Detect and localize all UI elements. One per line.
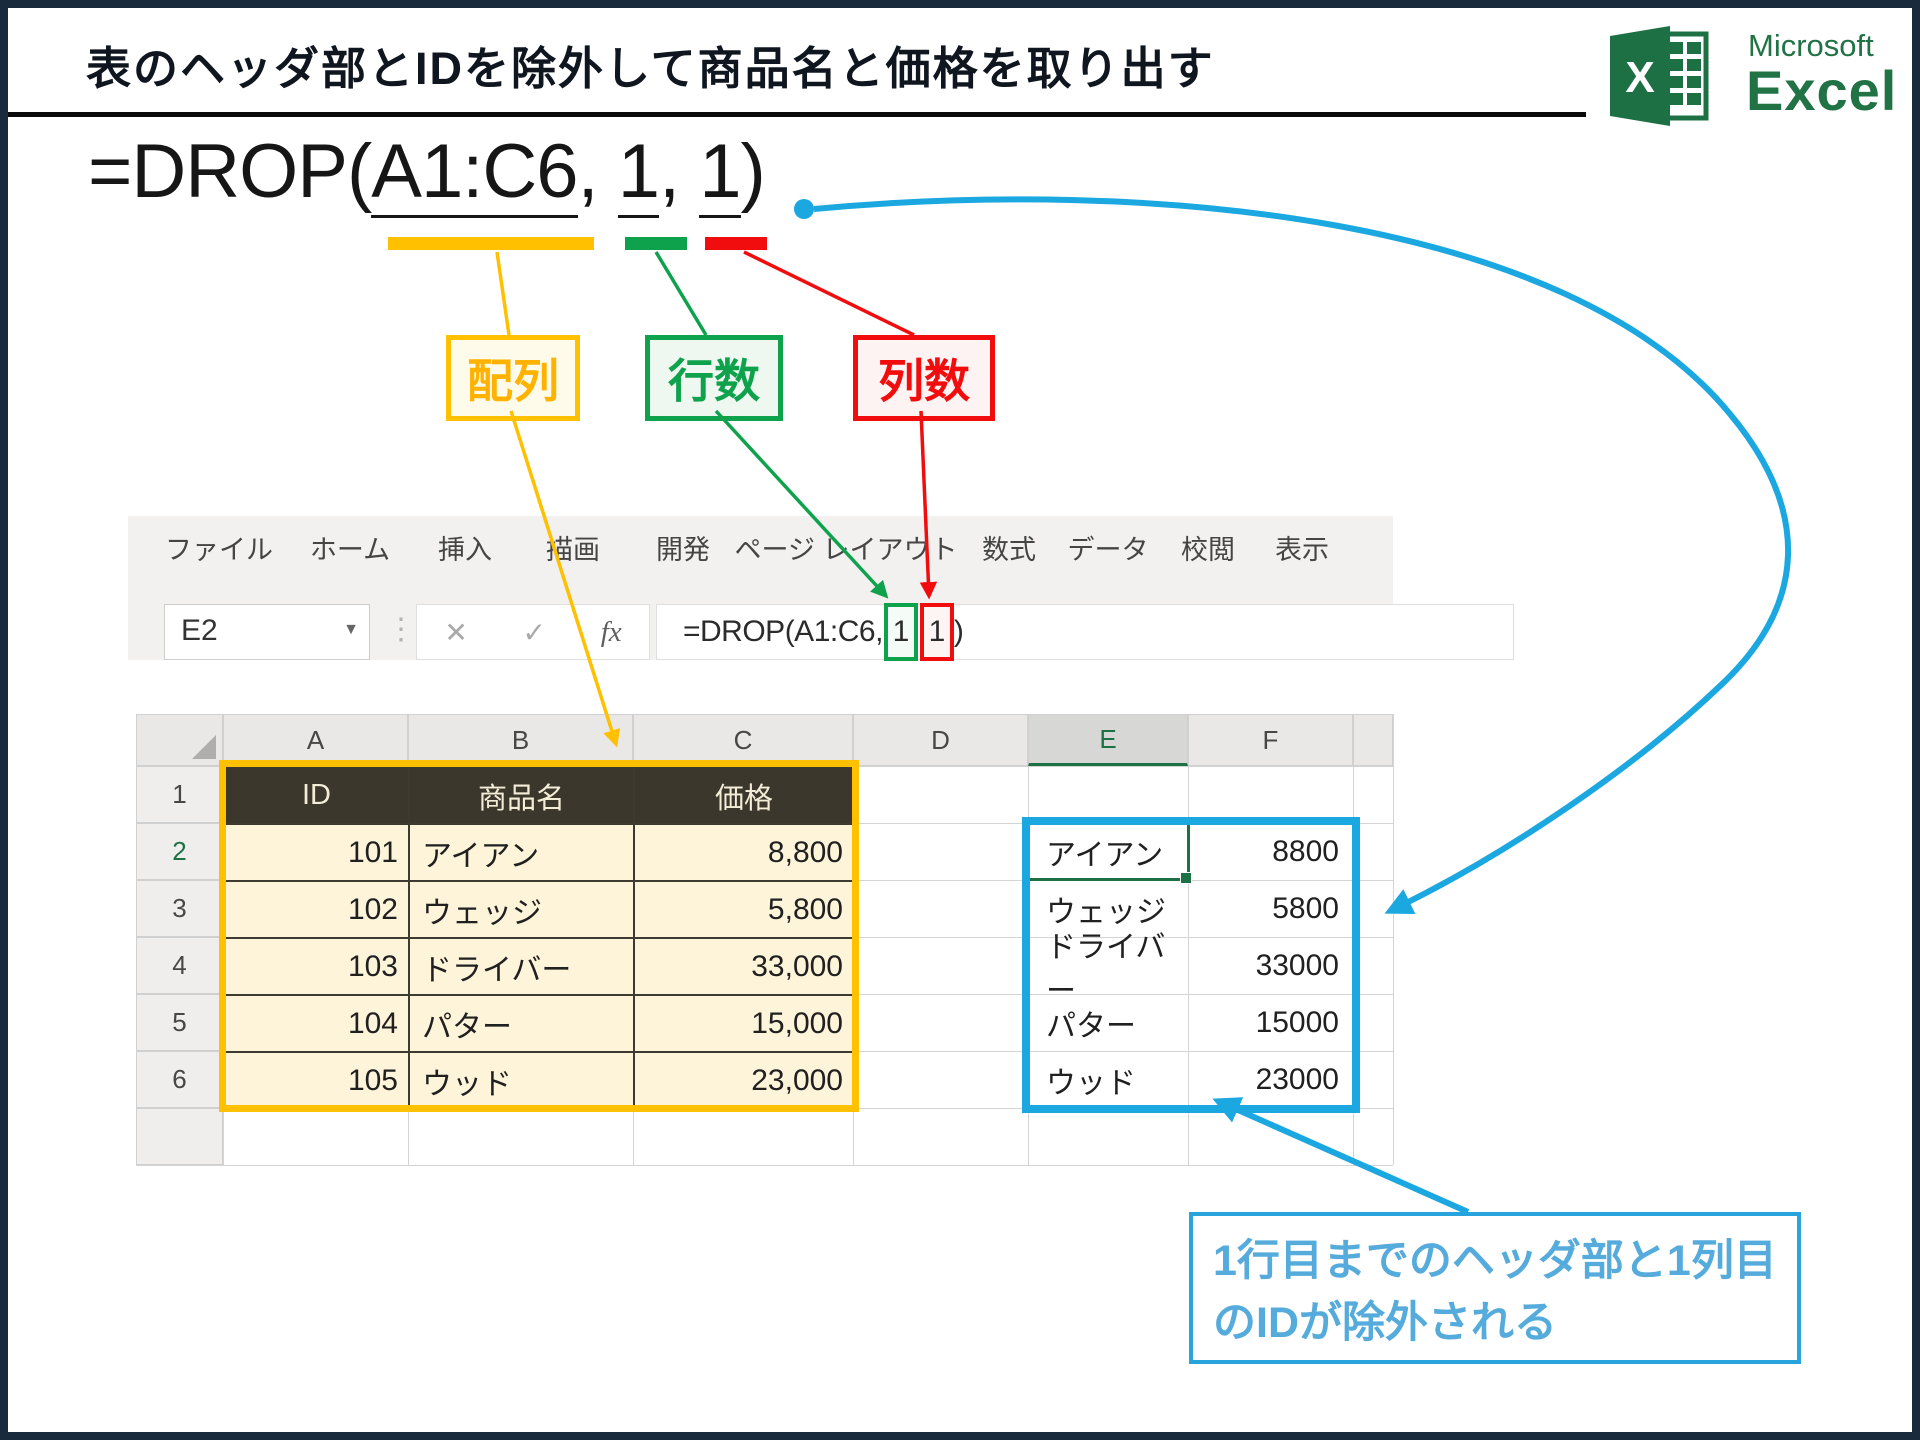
table-header-cell[interactable]: 商品名 — [408, 766, 635, 825]
name-box-dropdown-icon[interactable]: ▼ — [343, 621, 359, 638]
svg-text:X: X — [1625, 53, 1654, 102]
formula-array-arg: A1:C6 — [371, 129, 579, 218]
result-cell[interactable]: 23000 — [1255, 1062, 1339, 1096]
table-cell[interactable]: ウッド — [408, 1051, 635, 1110]
column-header-F[interactable]: F — [1188, 714, 1353, 766]
row-header-2[interactable]: 2 — [136, 823, 223, 880]
annotation-box: 1行目までのヘッダ部と1列目 のIDが除外される — [1189, 1212, 1801, 1364]
ribbon-tab-9[interactable]: 校閲 — [1181, 534, 1235, 565]
formula-bar-separator: ⋮ — [386, 613, 416, 646]
column-header-A[interactable]: A — [223, 714, 408, 766]
callout-cols: 列数 — [853, 335, 995, 421]
result-cell[interactable]: 15000 — [1255, 1005, 1339, 1039]
row-header-3[interactable]: 3 — [136, 880, 223, 937]
ribbon-tab-1[interactable]: ファイル — [165, 534, 273, 565]
table-header-cell[interactable]: ID — [223, 766, 410, 825]
source-range-outline — [219, 760, 859, 1112]
insert-function-icon[interactable]: fx — [600, 615, 622, 648]
table-cell[interactable]: アイアン — [408, 823, 635, 882]
row-header-6[interactable]: 6 — [136, 1051, 223, 1108]
result-cell[interactable]: パター — [1046, 1009, 1136, 1043]
ribbon-tab-2[interactable]: ホーム — [309, 534, 391, 565]
rows-underline-bar — [625, 237, 687, 250]
row-header-5[interactable]: 5 — [136, 994, 223, 1051]
table-cell[interactable]: 102 — [223, 880, 410, 939]
formula-bar-suffix: ) — [953, 615, 964, 648]
array-underline-bar — [388, 237, 594, 250]
cols-underline-bar — [705, 237, 767, 250]
excel-logo-icon: X — [1610, 26, 1709, 126]
annotation-line-2: のIDが除外される — [1213, 1299, 1557, 1348]
formula-bar-input[interactable]: =DROP(A1:C6, 1 1 ) — [656, 603, 1514, 661]
column-header-partial[interactable] — [1353, 714, 1393, 766]
select-all-triangle — [192, 735, 216, 759]
ribbon-tab-3[interactable]: 挿入 — [438, 534, 492, 565]
table-cell[interactable]: 23,000 — [633, 1051, 855, 1110]
formula-bar-text: =DROP(A1:C6, — [683, 615, 883, 648]
callout-array: 配列 — [446, 335, 580, 421]
logo-brand-microsoft: Microsoft — [1748, 28, 1874, 63]
ribbon-tab-8[interactable]: データ — [1067, 534, 1149, 565]
page-title: 表のヘッダ部とIDを除外して商品名と価格を取り出す — [86, 43, 1215, 94]
table-cell[interactable]: ドライバー — [408, 937, 635, 996]
row-header-4[interactable]: 4 — [136, 937, 223, 994]
result-cell[interactable]: 33000 — [1255, 948, 1339, 982]
formula-bar-rows-arg-highlight: 1 — [883, 603, 918, 661]
row-header-1[interactable]: 1 — [136, 766, 223, 823]
enter-icon[interactable]: ✓ — [522, 616, 546, 648]
row-header-partial[interactable] — [136, 1108, 223, 1165]
table-cell[interactable]: 33,000 — [633, 937, 855, 996]
formula-bar-buttons: ✕ ✓ fx — [416, 604, 650, 660]
result-range-outline — [1022, 817, 1360, 1113]
ribbon-tab-10[interactable]: 表示 — [1275, 534, 1329, 565]
column-header-C[interactable]: C — [633, 714, 853, 766]
select-all-corner[interactable] — [136, 714, 223, 766]
formula-display: =DROP(A1:C6, 1, 1) — [88, 128, 766, 218]
ribbon-tab-5[interactable]: 開発 — [656, 534, 710, 565]
column-header-B[interactable]: B — [408, 714, 633, 766]
callout-rows: 行数 — [645, 335, 783, 421]
title-underline — [8, 112, 1586, 117]
name-box-value: E2 — [181, 614, 218, 647]
excel-window: ファイル ホーム 挿入 描画 開発 ページ レイアウト 数式 データ 校閲 表示 E2 ▼ ⋮ ✕… — [128, 516, 1514, 661]
table-cell[interactable]: パター — [408, 994, 635, 1053]
name-box[interactable]: E2 ▼ — [164, 604, 370, 660]
column-header-E[interactable]: E — [1028, 714, 1188, 766]
column-header-D[interactable]: D — [853, 714, 1028, 766]
formula-pointer-dot — [794, 199, 814, 219]
ribbon-tab-6[interactable]: ページ レイアウト — [734, 534, 958, 565]
cancel-icon[interactable]: ✕ — [444, 616, 468, 648]
annotation-line-1: 1行目までのヘッダ部と1列目 — [1213, 1237, 1777, 1285]
formula-rows-arg: 1 — [617, 129, 660, 218]
ribbon-tab-7[interactable]: 数式 — [982, 534, 1036, 565]
formula-bar-cols-arg-highlight: 1 — [919, 603, 954, 661]
logo-brand-excel: Excel — [1746, 59, 1898, 122]
formula-cols-arg: 1 — [699, 129, 742, 218]
result-cell[interactable]: ウッド — [1046, 1066, 1136, 1100]
ribbon-tab-4[interactable]: 描画 — [546, 534, 600, 565]
